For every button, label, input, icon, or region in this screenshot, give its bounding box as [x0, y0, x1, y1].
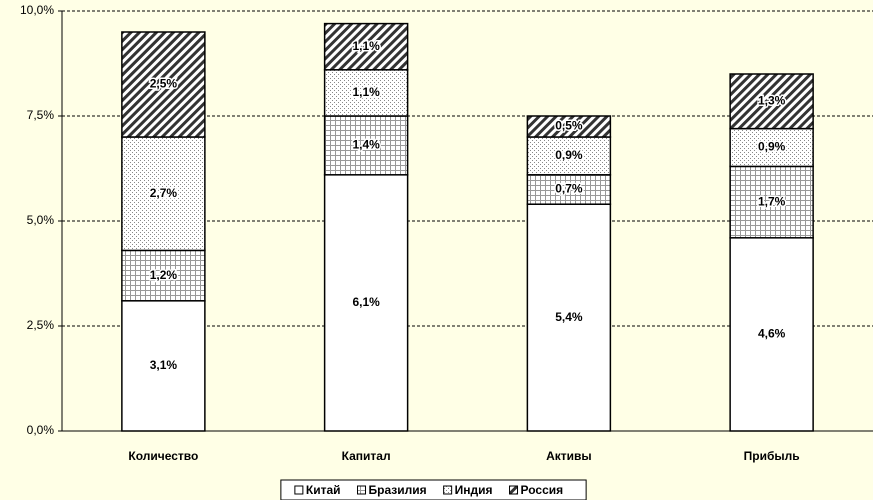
- legend-label: Россия: [521, 483, 564, 497]
- data-label: 6,1%: [352, 295, 380, 309]
- data-label: 1,4%: [352, 138, 380, 152]
- legend-swatch: [443, 485, 453, 495]
- data-label: 0,9%: [758, 140, 786, 154]
- y-tick-label: 10,0%: [20, 3, 54, 17]
- legend-label: Китай: [306, 483, 341, 497]
- data-label: 2,5%: [150, 77, 178, 91]
- data-label: 3,1%: [150, 358, 178, 372]
- data-label: 0,9%: [555, 148, 583, 162]
- bar-segment: [121, 300, 206, 432]
- bar-segment: [323, 22, 409, 71]
- y-tick-label: 5,0%: [27, 213, 55, 227]
- x-tick-label: Количество: [128, 449, 198, 463]
- bar-segment: [526, 203, 612, 432]
- bar-segment: [526, 115, 612, 138]
- data-label: 1,1%: [352, 39, 380, 53]
- data-label: 1,2%: [150, 268, 178, 282]
- legend-swatch: [294, 485, 304, 495]
- x-tick-label: Прибыль: [744, 449, 800, 463]
- bar-segment: [729, 237, 814, 432]
- bar-segment: [323, 174, 409, 432]
- data-label: 5,4%: [555, 310, 583, 324]
- legend: Китай Бразилия Индия Россия: [280, 479, 587, 500]
- bar-segment: [526, 174, 612, 205]
- x-tick-label: Капитал: [342, 449, 391, 463]
- y-tick-label: 2,5%: [27, 318, 55, 332]
- data-label: 4,6%: [758, 327, 786, 341]
- legend-box: [280, 479, 587, 500]
- legend-swatch: [357, 485, 367, 495]
- y-tick-label: 7,5%: [27, 108, 55, 122]
- bar-segment: [526, 136, 612, 176]
- legend-label: Бразилия: [369, 483, 427, 497]
- data-label: 1,3%: [758, 93, 786, 107]
- data-label: 0,5%: [555, 119, 583, 133]
- data-label: 0,7%: [555, 182, 583, 196]
- legend-label: Индия: [455, 483, 493, 497]
- bar-segment: [729, 127, 814, 168]
- bar-segment: [121, 249, 206, 302]
- x-tick-label: Активы: [546, 449, 592, 463]
- legend-swatch: [509, 485, 519, 495]
- bar-segment: [729, 165, 814, 239]
- bar-segment: [121, 31, 206, 138]
- bar-segment: [729, 73, 814, 130]
- data-label: 1,1%: [352, 85, 380, 99]
- data-label: 2,7%: [150, 186, 178, 200]
- bar-segment: [121, 136, 206, 252]
- y-tick-label: 0,0%: [27, 423, 55, 437]
- data-label: 1,7%: [758, 194, 786, 208]
